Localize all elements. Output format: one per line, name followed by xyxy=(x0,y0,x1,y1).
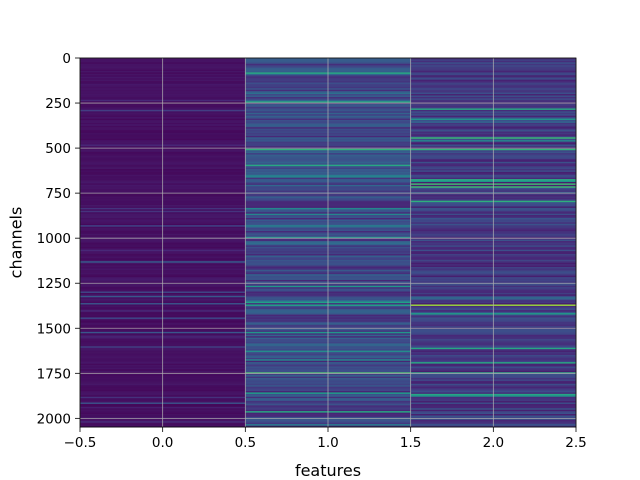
y-tick-label: 0 xyxy=(62,51,71,67)
x-tick-label: 2.5 xyxy=(565,435,586,451)
y-tick-label: 750 xyxy=(45,186,71,202)
y-tick-label: 1750 xyxy=(37,366,71,382)
y-tick-label: 250 xyxy=(45,96,71,112)
x-tick-label: 2.0 xyxy=(483,435,504,451)
y-tick-label: 2000 xyxy=(37,411,71,427)
x-tick-label: 1.5 xyxy=(400,435,421,451)
x-tick-label: −0.5 xyxy=(64,435,97,451)
y-tick-label: 500 xyxy=(45,141,71,157)
y-tick-label: 1250 xyxy=(37,276,71,292)
y-axis-label: channels xyxy=(7,207,26,279)
x-axis-ticks: −0.5 0.0 0.5 1.0 1.5 2.0 2.5 xyxy=(64,427,587,451)
x-axis-label: features xyxy=(295,461,361,480)
x-tick-label: 0.5 xyxy=(235,435,256,451)
y-tick-label: 1000 xyxy=(37,231,71,247)
y-tick-label: 1500 xyxy=(37,321,71,337)
x-tick-label: 0.0 xyxy=(152,435,173,451)
x-tick-label: 1.0 xyxy=(317,435,338,451)
y-axis-ticks: 0 250 500 750 1000 1250 1500 1750 2000 xyxy=(37,51,80,427)
